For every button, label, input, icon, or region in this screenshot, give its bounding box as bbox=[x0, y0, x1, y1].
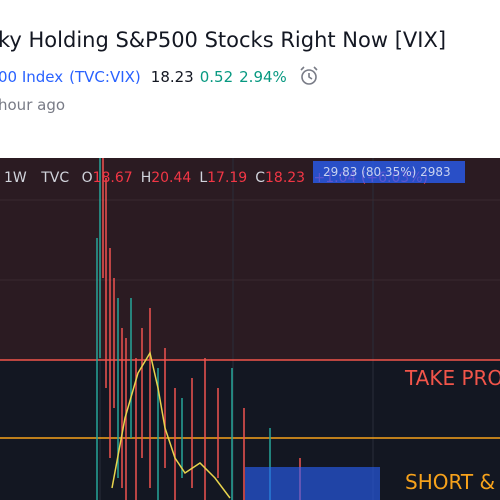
ohlc-value: 18.67 bbox=[92, 170, 133, 186]
ohlc-key: O bbox=[81, 170, 93, 186]
ohlc-value: 17.19 bbox=[207, 170, 248, 186]
ohlc-key: H bbox=[140, 170, 152, 186]
measure-label: 29.83 (80.35%) 2983 bbox=[313, 161, 465, 183]
annotation: SHORT & bbox=[405, 470, 496, 494]
ohlc: O18.67 H20.44 L17.19 C18.23 bbox=[74, 170, 306, 186]
symbol-line: 00 Index (TVC:VIX) 18.23 0.52 2.94% bbox=[0, 65, 320, 87]
annotation: TAKE PRO bbox=[405, 366, 500, 390]
ohlc-key: L bbox=[199, 170, 208, 186]
publish-time: hour ago bbox=[0, 96, 66, 114]
idea-title: ky Holding S&P500 Stocks Right Now [VIX] bbox=[0, 28, 447, 52]
change: 0.52 bbox=[199, 68, 234, 86]
ohlc-key: C bbox=[255, 170, 265, 186]
exchange: TVC bbox=[41, 170, 70, 186]
alert-icon[interactable] bbox=[298, 65, 320, 87]
change-percent: 2.94% bbox=[239, 68, 287, 86]
price: 18.23 bbox=[150, 68, 194, 86]
interval[interactable]: 1W bbox=[4, 170, 27, 186]
chart-canvas bbox=[0, 158, 500, 500]
symbol-code[interactable]: (TVC:VIX) bbox=[69, 68, 141, 86]
ohlc-value: 20.44 bbox=[151, 170, 192, 186]
symbol-name[interactable]: 00 Index bbox=[0, 68, 64, 86]
ohlc-value: 18.23 bbox=[265, 170, 306, 186]
